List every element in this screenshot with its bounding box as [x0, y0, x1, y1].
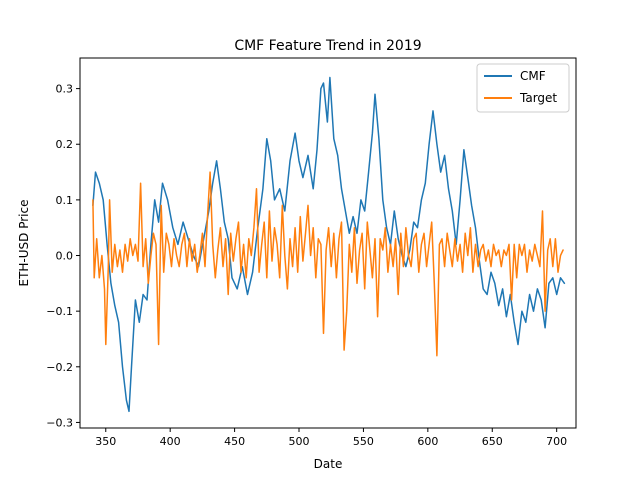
series-layer: [92, 76, 566, 413]
x-tick-label: 700: [546, 435, 567, 448]
x-tick-label: 500: [289, 435, 310, 448]
y-tick-label: 0.2: [56, 138, 74, 151]
chart-title: CMF Feature Trend in 2019: [234, 38, 421, 54]
plot-frame: [79, 57, 577, 429]
x-tick-label: 450: [224, 435, 245, 448]
legend-target-label: Target: [519, 91, 557, 105]
legend: CMF Target: [476, 63, 570, 113]
x-tick-label: 400: [160, 435, 181, 448]
y-tick-label: 0.3: [56, 83, 74, 96]
x-tick-label: 550: [353, 435, 374, 448]
y-tick-label: 0.1: [56, 194, 74, 207]
y-tick-label: −0.1: [46, 305, 73, 318]
y-axis-label: ETH-USD Price: [17, 200, 31, 287]
x-axis-label: Date: [314, 457, 343, 471]
x-tick-label: 600: [417, 435, 438, 448]
legend-cmf-label: CMF: [520, 69, 546, 83]
x-tick-label: 650: [482, 435, 503, 448]
series-line-cmf: [92, 76, 566, 413]
y-tick-label: 0.0: [56, 250, 74, 263]
series-line-target: [92, 171, 564, 357]
ticks-layer: 350 400 450 500 550 600 650 700 −0.3 −0.2 −0.1 0.0 0…: [46, 83, 567, 448]
y-tick-label: −0.2: [46, 361, 73, 374]
y-tick-label: −0.3: [46, 416, 73, 429]
x-tick-label: 350: [95, 435, 116, 448]
